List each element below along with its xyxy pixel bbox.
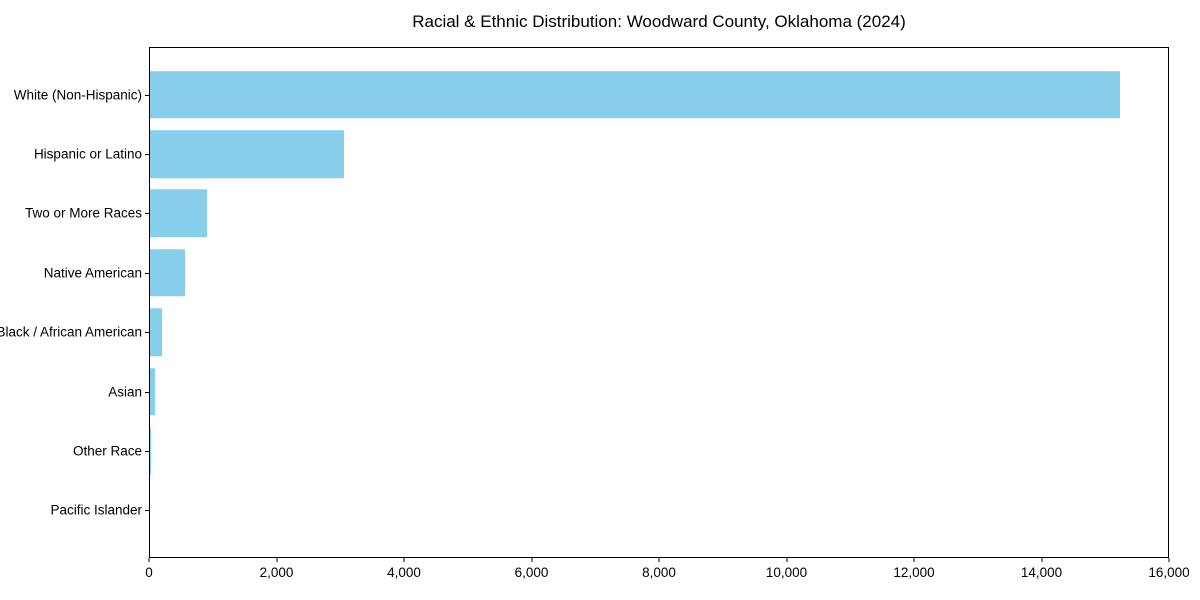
y-tick-mark bbox=[145, 94, 149, 96]
y-axis-category-label: Pacific Islander bbox=[50, 502, 142, 518]
x-tick-label: 8,000 bbox=[642, 565, 676, 580]
y-axis-category-label: Two or More Races bbox=[24, 205, 142, 221]
x-tick-label: 2,000 bbox=[259, 565, 294, 580]
y-tick-mark bbox=[145, 213, 149, 215]
y-axis-category-label: Other Race bbox=[72, 443, 142, 459]
plot-area: White (Non-Hispanic) Hispanic or Latino Tw… bbox=[0, 47, 1190, 580]
x-tick-label: 0 bbox=[145, 565, 153, 580]
x-axis-ticks: 0 2,000 4,000 6,000 8,000 10,000 12,000 14,000 1… bbox=[145, 557, 1190, 587]
bar-row: Black / African American bbox=[0, 303, 1168, 362]
x-tick-mark bbox=[148, 558, 150, 562]
x-tick-mark bbox=[913, 558, 915, 562]
x-tick-label: 14,000 bbox=[1020, 565, 1063, 580]
x-tick-mark bbox=[1168, 558, 1170, 562]
y-axis-category-label: White (Non-Hispanic) bbox=[13, 87, 142, 103]
y-tick-mark bbox=[145, 332, 149, 334]
x-tick-label: 16,000 bbox=[1148, 565, 1190, 580]
bar-row: White (Non-Hispanic) bbox=[14, 65, 1168, 124]
bar bbox=[150, 367, 156, 416]
y-axis-category-label: Native American bbox=[43, 265, 142, 281]
bar-rows-container: White (Non-Hispanic) Hispanic or Latino Tw… bbox=[0, 48, 1168, 557]
y-axis-category-label: Asian bbox=[108, 384, 142, 400]
bar-row: Asian bbox=[108, 362, 1168, 421]
bar-row: Other Race bbox=[73, 421, 1168, 480]
x-tick-label: 4,000 bbox=[387, 565, 421, 580]
x-tick-mark bbox=[1041, 558, 1042, 562]
bar bbox=[150, 130, 345, 178]
bar bbox=[150, 189, 208, 238]
bar bbox=[150, 70, 1121, 119]
y-tick-mark bbox=[145, 391, 149, 393]
chart-title: Racial & Ethnic Distribution: Woodward C… bbox=[412, 12, 906, 31]
x-tick-mark bbox=[276, 558, 277, 562]
x-tick-label: 10,000 bbox=[765, 565, 808, 580]
y-tick-mark bbox=[145, 272, 149, 274]
bar-row: Hispanic or Latino bbox=[34, 124, 1168, 183]
x-tick-label: 12,000 bbox=[893, 565, 935, 580]
x-tick-mark bbox=[786, 558, 787, 562]
x-tick-mark bbox=[658, 558, 660, 562]
bar bbox=[150, 249, 185, 297]
y-tick-mark bbox=[145, 450, 149, 452]
y-axis-category-label: Hispanic or Latino bbox=[33, 146, 142, 162]
y-tick-mark bbox=[145, 154, 149, 156]
y-axis-category-label: Black / African American bbox=[0, 324, 142, 340]
bar bbox=[150, 427, 151, 475]
bar-row: Native American bbox=[44, 243, 1168, 302]
bar-row: Pacific Islander bbox=[50, 481, 1168, 540]
bar bbox=[150, 308, 163, 356]
x-tick-mark bbox=[531, 558, 532, 562]
x-tick-label: 6,000 bbox=[514, 565, 549, 580]
bar-row: Two or More Races bbox=[25, 184, 1168, 243]
y-tick-mark bbox=[145, 510, 149, 512]
x-tick-mark bbox=[403, 558, 405, 562]
